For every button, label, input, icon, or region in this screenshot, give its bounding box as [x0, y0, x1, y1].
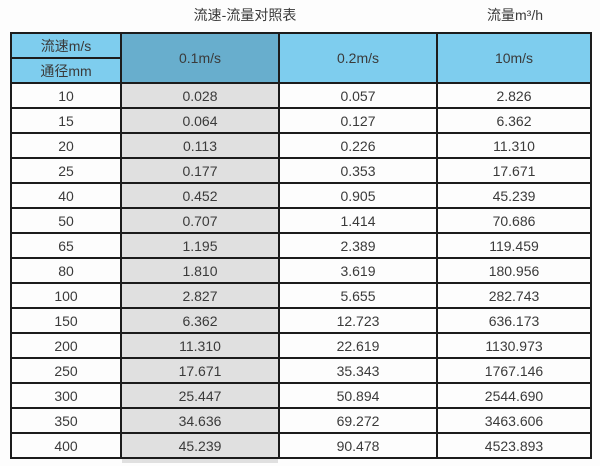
header-row-bottom: 通径mm	[10, 57, 591, 84]
table-row: 400 45.239 90.478 4523.893	[10, 432, 592, 459]
value-cell: 0.707	[120, 207, 280, 234]
diameter-cell: 65	[10, 232, 122, 259]
value-cell: 636.173	[436, 307, 592, 334]
value-cell: 50.894	[278, 382, 438, 409]
value-cell: 6.362	[120, 307, 280, 334]
diameter-cell: 20	[10, 132, 122, 159]
corner-diameter-label: 通径mm	[10, 57, 122, 84]
value-cell: 35.343	[278, 357, 438, 384]
value-cell: 1.195	[120, 232, 280, 259]
value-cell: 0.452	[120, 182, 280, 209]
diameter-cell: 200	[10, 332, 122, 359]
value-cell: 3.619	[278, 257, 438, 284]
corner-velocity-label: 流速m/s	[10, 32, 122, 59]
value-cell: 22.619	[278, 332, 438, 359]
gray-column-shadow	[122, 459, 278, 463]
value-cell: 2.826	[436, 82, 592, 109]
value-cell: 0.057	[278, 82, 438, 109]
title-bar: 流速-流量对照表 流量m³/h	[0, 0, 600, 32]
value-cell: 0.905	[278, 182, 438, 209]
diameter-cell: 150	[10, 307, 122, 334]
value-cell: 5.655	[278, 282, 438, 309]
value-cell: 0.064	[120, 107, 280, 134]
value-cell: 45.239	[436, 182, 592, 209]
header-row-top: 流速m/s 0.1m/s 0.2m/s 10m/s	[10, 32, 592, 84]
value-cell: 17.671	[436, 157, 592, 184]
value-cell: 34.636	[120, 407, 280, 434]
diameter-cell: 50	[10, 207, 122, 234]
value-cell: 0.127	[278, 107, 438, 134]
diameter-cell: 100	[10, 282, 122, 309]
value-cell: 0.028	[120, 82, 280, 109]
value-cell: 69.272	[278, 407, 438, 434]
table-row: 50 0.707 1.414 70.686	[10, 207, 592, 234]
value-cell: 282.743	[436, 282, 592, 309]
table-row: 250 17.671 35.343 1767.146	[10, 357, 592, 384]
value-cell: 6.362	[436, 107, 592, 134]
table-body: 10 0.028 0.057 2.826 15 0.064 0.127 6.362 20 0.11…	[10, 82, 592, 459]
table-row: 150 6.362 12.723 636.173	[10, 307, 592, 334]
value-cell: 0.226	[278, 132, 438, 159]
table-row: 300 25.447 50.894 2544.690	[10, 382, 592, 409]
table-row: 65 1.195 2.389 119.459	[10, 232, 592, 259]
diameter-cell: 80	[10, 257, 122, 284]
value-cell: 70.686	[436, 207, 592, 234]
value-cell: 3463.606	[436, 407, 592, 434]
table-row: 10 0.028 0.057 2.826	[10, 82, 592, 109]
value-cell: 0.113	[120, 132, 280, 159]
value-cell: 2.827	[120, 282, 280, 309]
table-row: 100 2.827 5.655 282.743	[10, 282, 592, 309]
value-cell: 119.459	[436, 232, 592, 259]
diameter-cell: 25	[10, 157, 122, 184]
value-cell: 90.478	[278, 432, 438, 459]
flow-unit-label: 流量m³/h	[487, 7, 543, 23]
table-row: 80 1.810 3.619 180.956	[10, 257, 592, 284]
value-cell: 2544.690	[436, 382, 592, 409]
flow-rate-table: 流速m/s 0.1m/s 0.2m/s 10m/s 通径mm 10 0.028 0.…	[10, 32, 592, 459]
diameter-cell: 10	[10, 82, 122, 109]
diameter-cell: 250	[10, 357, 122, 384]
value-cell: 1.810	[120, 257, 280, 284]
value-cell: 1.414	[278, 207, 438, 234]
table-row: 25 0.177 0.353 17.671	[10, 157, 592, 184]
diameter-cell: 40	[10, 182, 122, 209]
value-cell: 25.447	[120, 382, 280, 409]
value-cell: 11.310	[436, 132, 592, 159]
diameter-cell: 350	[10, 407, 122, 434]
diameter-cell: 300	[10, 382, 122, 409]
value-cell: 2.389	[278, 232, 438, 259]
value-cell: 12.723	[278, 307, 438, 334]
value-cell: 45.239	[120, 432, 280, 459]
velocity-column-header-02: 0.2m/s	[278, 32, 438, 84]
value-cell: 4523.893	[436, 432, 592, 459]
diameter-cell: 15	[10, 107, 122, 134]
value-cell: 0.353	[278, 157, 438, 184]
table-row: 200 11.310 22.619 1130.973	[10, 332, 592, 359]
value-cell: 17.671	[120, 357, 280, 384]
table-row: 350 34.636 69.272 3463.606	[10, 407, 592, 434]
value-cell: 180.956	[436, 257, 592, 284]
velocity-column-header-01: 0.1m/s	[120, 32, 280, 84]
value-cell: 11.310	[120, 332, 280, 359]
table-row: 15 0.064 0.127 6.362	[10, 107, 592, 134]
page-title: 流速-流量对照表	[193, 7, 297, 23]
table-row: 20 0.113 0.226 11.310	[10, 132, 592, 159]
velocity-column-header-10: 10m/s	[436, 32, 592, 84]
table-row: 40 0.452 0.905 45.239	[10, 182, 592, 209]
diameter-cell: 400	[10, 432, 122, 459]
value-cell: 1767.146	[436, 357, 592, 384]
value-cell: 1130.973	[436, 332, 592, 359]
value-cell: 0.177	[120, 157, 280, 184]
